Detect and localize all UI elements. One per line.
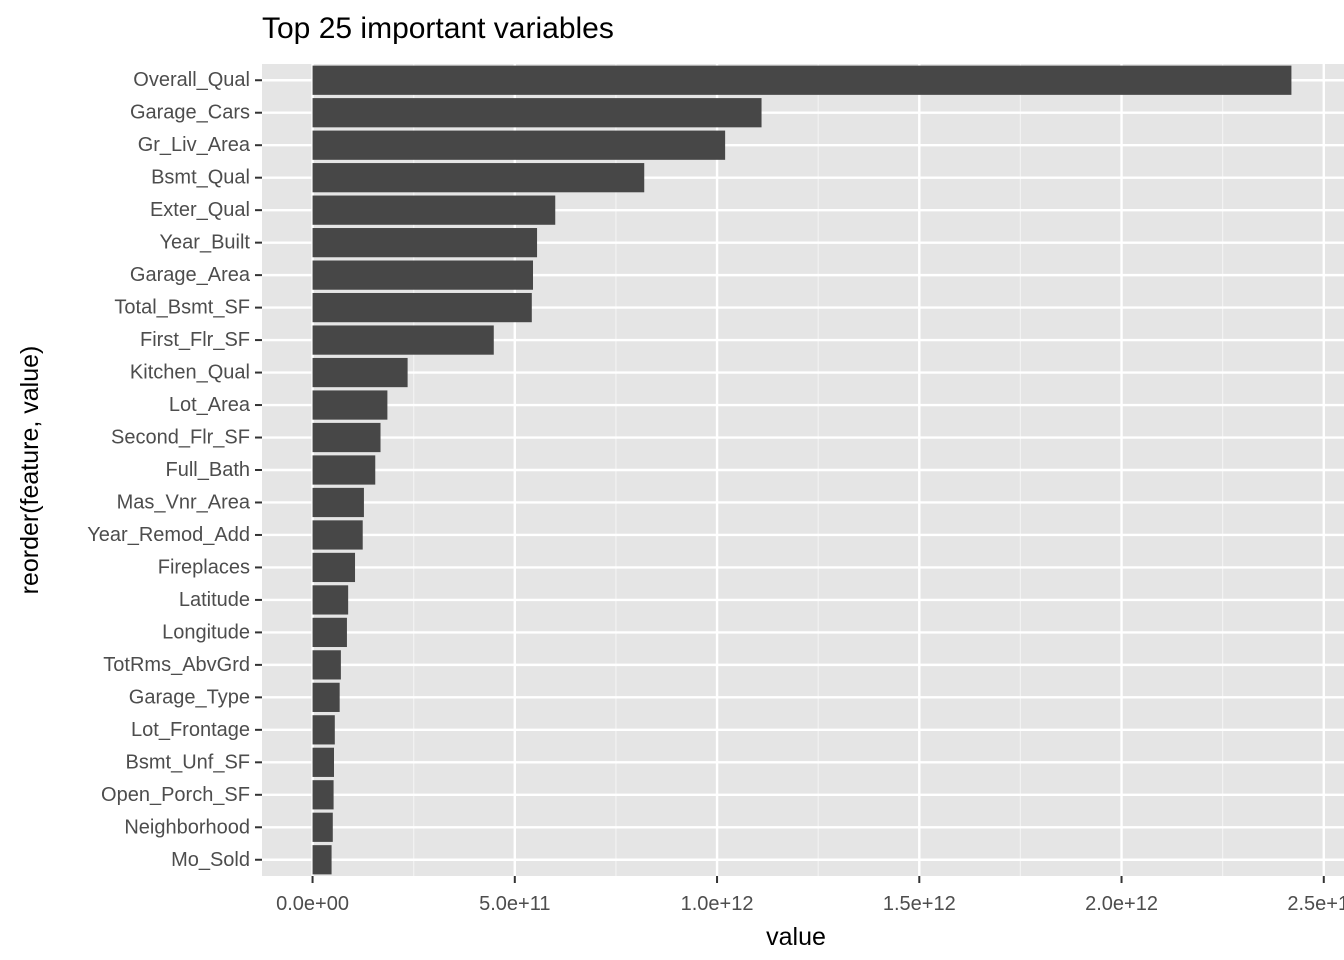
y-tick-label: Kitchen_Qual [130, 362, 250, 384]
bar-latitude [312, 585, 349, 615]
x-tick-label: 0.0e+00 [276, 893, 349, 915]
x-tick-label: 2.5e+12 [1287, 893, 1344, 915]
x-tick-label: 2.0e+12 [1085, 893, 1158, 915]
x-tick-label: 1.5e+12 [883, 893, 956, 915]
y-tick-label: Year_Built [160, 232, 251, 254]
y-tick-label: Mas_Vnr_Area [117, 491, 251, 513]
y-tick-label: Open_Porch_SF [101, 784, 250, 806]
x-axis-title: value [766, 923, 826, 951]
bar-mo-sold [312, 845, 332, 875]
y-tick-label: Garage_Cars [130, 102, 250, 124]
bar-bsmt-qual [312, 163, 645, 193]
bar-bsmt-unf-sf [312, 747, 334, 777]
bar-garage-area [312, 260, 534, 290]
x-axis: 0.0e+00 5.0e+11 1.0e+12 1.5e+12 2.0e+12 2.5e+… [276, 876, 1344, 915]
y-tick-label: Fireplaces [158, 556, 250, 578]
y-tick-label: Exter_Qual [150, 199, 250, 221]
y-tick-label: Neighborhood [124, 816, 250, 838]
y-tick-label: Total_Bsmt_SF [114, 297, 250, 319]
bar-open-porch-sf [312, 780, 334, 810]
bar-year-remod-add [312, 520, 363, 550]
y-tick-label: Second_Flr_SF [111, 427, 250, 449]
bar-first-flr-sf [312, 325, 494, 355]
bar-totrms-abvgrd [312, 650, 341, 680]
y-tick-label: Gr_Liv_Area [138, 134, 251, 156]
bar-full-bath [312, 455, 376, 485]
y-tick-label: TotRms_AbvGrd [103, 654, 250, 676]
bar-mas-vnr-area [312, 487, 364, 518]
bar-fireplaces [312, 552, 356, 583]
x-tick-label: 5.0e+11 [479, 893, 550, 915]
y-tick-label: Latitude [179, 589, 250, 611]
bar-total-bsmt-sf [312, 292, 532, 323]
y-tick-label: Lot_Frontage [131, 719, 250, 741]
bar-gr-liv-area [312, 130, 726, 160]
y-tick-label: Full_Bath [166, 459, 251, 481]
bar-year-built [312, 228, 538, 258]
bar-lot-frontage [312, 715, 335, 745]
y-tick-label: Mo_Sold [171, 849, 250, 871]
bar-kitchen-qual [312, 357, 408, 388]
bar-overall-qual [312, 65, 1292, 95]
bar-exter-qual [312, 195, 556, 225]
bar-garage-type [312, 682, 340, 712]
y-tick-label: Bsmt_Unf_SF [126, 751, 250, 773]
y-tick-label: Lot_Area [169, 394, 251, 416]
y-axis-title: reorder(feature, value) [16, 346, 44, 595]
y-axis: Overall_Qual Garage_Cars Gr_Liv_Area Bsmt_Q… [87, 69, 262, 871]
grid-lines [262, 64, 1344, 876]
x-tick-label: 1.0e+12 [681, 893, 754, 915]
bar-longitude [312, 617, 347, 648]
y-tick-label: First_Flr_SF [140, 329, 250, 351]
y-tick-label: Bsmt_Qual [151, 167, 250, 189]
y-tick-label: Longitude [162, 621, 250, 643]
chart-title: Top 25 important variables [262, 12, 614, 45]
y-tick-label: Year_Remod_Add [87, 524, 250, 546]
bar-garage-cars [312, 98, 762, 128]
y-tick-label: Overall_Qual [133, 69, 250, 91]
bar-second-flr-sf [312, 422, 381, 453]
bar-lot-area [312, 390, 388, 420]
bar-neighborhood [312, 812, 333, 842]
y-tick-label: Garage_Type [129, 686, 250, 708]
y-tick-label: Garage_Area [130, 264, 251, 286]
bars [312, 65, 1292, 875]
